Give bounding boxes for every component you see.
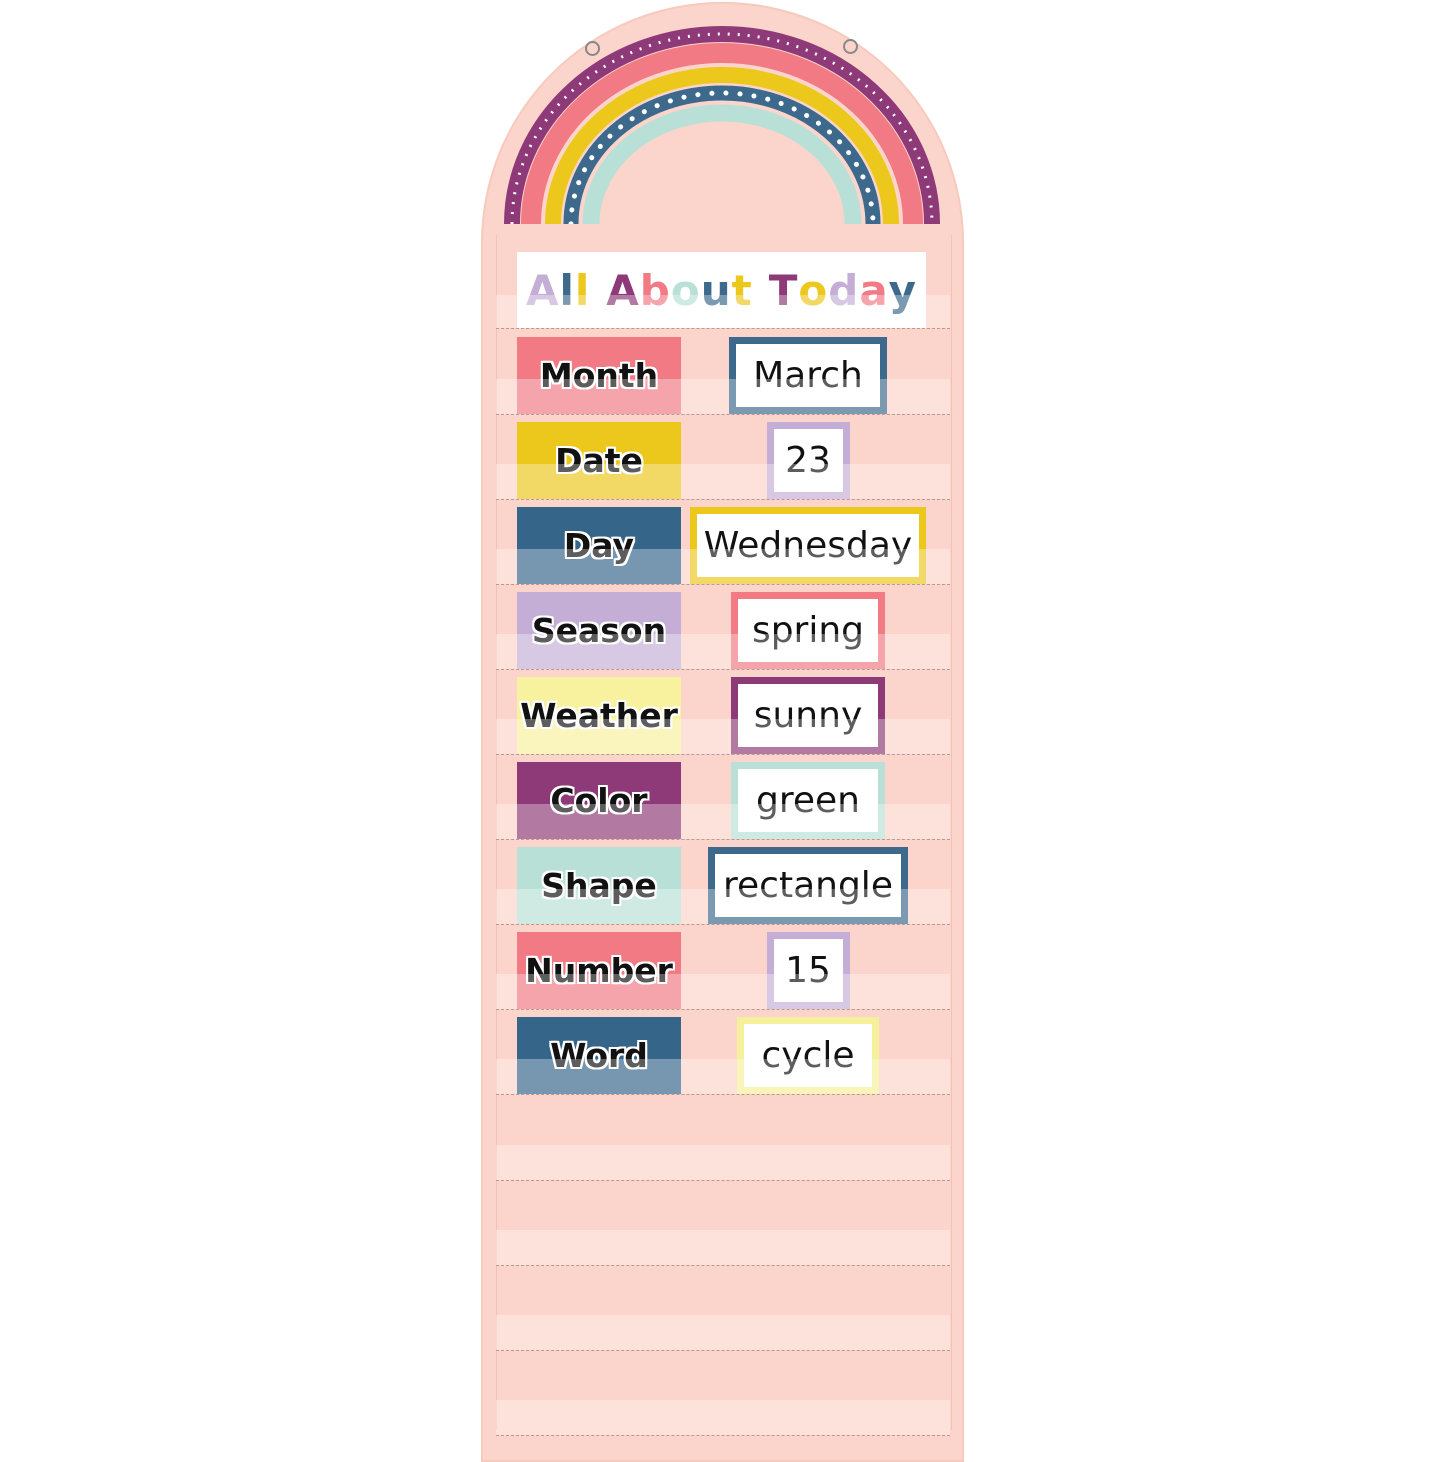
pocket-line bbox=[496, 1094, 950, 1095]
title-letter: A bbox=[606, 265, 640, 315]
grommet-icon bbox=[585, 41, 600, 56]
pocket-strip bbox=[496, 1315, 950, 1350]
pocket-strip bbox=[496, 719, 950, 754]
rainbow-dots-blue bbox=[568, 90, 876, 224]
title-letter: o bbox=[798, 265, 829, 315]
title-letter: l bbox=[559, 265, 575, 315]
value-card-word: cycle bbox=[737, 1017, 879, 1094]
title-letter: y bbox=[888, 265, 918, 315]
pocket-strip bbox=[496, 1400, 950, 1435]
pocket-strip bbox=[496, 889, 950, 924]
label-card-word: Word bbox=[517, 1017, 681, 1094]
label-card-shape: Shape bbox=[517, 847, 681, 924]
pocket-strip bbox=[496, 1059, 950, 1094]
pocket-line bbox=[496, 414, 950, 415]
pocket-strip bbox=[496, 549, 950, 584]
pocket-line bbox=[496, 499, 950, 500]
pocket-strip bbox=[496, 634, 950, 669]
title-letter: d bbox=[828, 265, 860, 315]
grommet-icon bbox=[843, 39, 858, 54]
pocket-line bbox=[496, 924, 950, 925]
pocket-strip bbox=[496, 1145, 950, 1180]
title-letter: t bbox=[731, 265, 753, 315]
pocket-strip bbox=[496, 804, 950, 839]
pocket-strip bbox=[496, 1230, 950, 1265]
title-letter: A bbox=[525, 265, 560, 315]
value-card-day: Wednesday bbox=[690, 507, 926, 584]
pocket-line bbox=[496, 328, 950, 329]
title-letter: T bbox=[768, 265, 799, 315]
value-card-month: March bbox=[729, 337, 887, 414]
title-letter: l bbox=[574, 265, 591, 315]
title-letter: a bbox=[859, 265, 889, 315]
pocket-strip bbox=[496, 295, 950, 328]
rainbow-header bbox=[504, 26, 940, 224]
value-card-date: 23 bbox=[766, 422, 850, 499]
pocket-panel bbox=[496, 235, 952, 1430]
pocket-line bbox=[496, 584, 950, 585]
rainbow-band-purple bbox=[504, 26, 940, 224]
label-card-weather: Weather bbox=[517, 677, 681, 754]
pocket-strip bbox=[496, 379, 950, 414]
value-card-season: spring bbox=[731, 592, 885, 669]
title-letter: u bbox=[700, 265, 732, 315]
title-letter: o bbox=[670, 265, 701, 315]
value-card-color: green bbox=[731, 762, 885, 839]
pocket-line bbox=[496, 669, 950, 670]
rainbow-band-pink bbox=[521, 43, 923, 224]
label-card-number: Number bbox=[517, 932, 681, 1009]
value-card-weather: sunny bbox=[731, 677, 885, 754]
rainbow-band-yellow bbox=[545, 67, 899, 224]
pocket-line bbox=[496, 1435, 950, 1436]
label-card-color: Color bbox=[517, 762, 681, 839]
pocket-line bbox=[496, 754, 950, 755]
label-card-month: Month bbox=[517, 337, 681, 414]
value-card-number: 15 bbox=[766, 932, 850, 1009]
pocket-line bbox=[496, 1009, 950, 1010]
pocket-strip bbox=[496, 464, 950, 499]
label-card-season: Season bbox=[517, 592, 681, 669]
pocket-line bbox=[496, 1265, 950, 1266]
label-card-date: Date bbox=[517, 422, 681, 499]
title-letter: b bbox=[639, 265, 671, 315]
pocket-line bbox=[496, 1350, 950, 1351]
pocket-line bbox=[496, 839, 950, 840]
label-card-day: Day bbox=[517, 507, 681, 584]
pocket-strip bbox=[496, 974, 950, 1009]
value-card-shape: rectangle bbox=[708, 847, 908, 924]
pocket-line bbox=[496, 1180, 950, 1181]
rainbow-band-mint bbox=[582, 104, 862, 224]
